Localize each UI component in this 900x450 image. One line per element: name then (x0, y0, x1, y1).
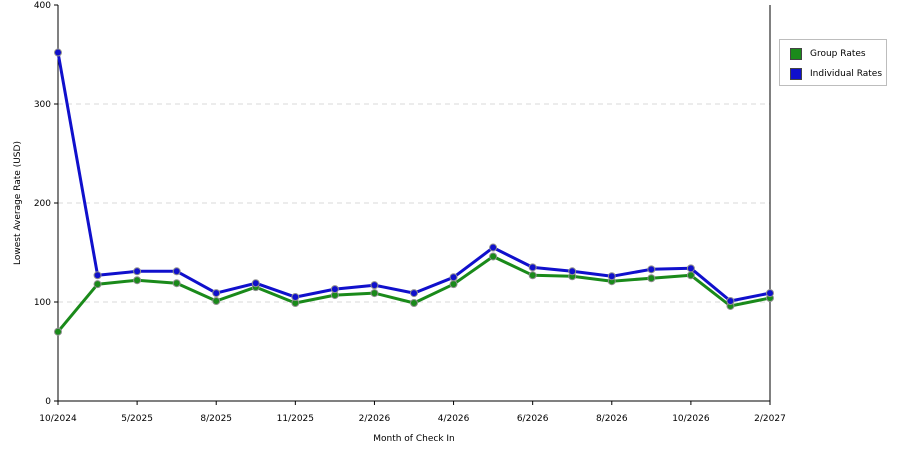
legend-item-individual-rates: Individual Rates (790, 68, 882, 80)
data-point-individual-rates (330, 285, 339, 294)
y-tick-label: 300 (34, 100, 51, 110)
legend-item-group-rates: Group Rates (790, 48, 866, 60)
data-point-individual-rates (766, 289, 774, 298)
x-axis-title: Month of Check In (373, 434, 455, 444)
data-point-group-rates (370, 289, 379, 298)
data-point-individual-rates (93, 271, 102, 280)
x-tick-label: 10/2024 (39, 414, 77, 424)
x-tick-label: 6/2026 (517, 414, 549, 424)
data-point-individual-rates (251, 279, 260, 288)
data-point-individual-rates (370, 281, 379, 290)
data-point-group-rates (410, 298, 418, 307)
y-tick-label: 400 (34, 1, 51, 11)
data-point-individual-rates (172, 267, 181, 276)
data-point-group-rates (172, 279, 181, 288)
legend-swatch-group-rates (790, 48, 802, 60)
legend: Group Rates Individual Rates (779, 39, 887, 86)
data-point-group-rates (93, 280, 102, 289)
legend-label-individual-rates: Individual Rates (810, 69, 883, 79)
x-tick-label: 8/2026 (596, 414, 628, 424)
x-tick-label: 4/2026 (438, 414, 470, 424)
data-point-group-rates (686, 271, 695, 280)
data-point-individual-rates (212, 289, 221, 298)
series-lines (54, 48, 774, 336)
data-point-individual-rates (133, 267, 142, 276)
legend-label-group-rates: Group Rates (810, 49, 866, 59)
x-tick-label: 5/2025 (121, 414, 153, 424)
data-point-individual-rates (686, 264, 695, 273)
data-point-individual-rates (647, 265, 656, 274)
x-tick-label: 11/2025 (277, 414, 314, 424)
data-point-individual-rates (607, 272, 616, 281)
data-point-group-rates (647, 274, 656, 283)
data-point-group-rates (54, 327, 62, 336)
y-axis-title: Lowest Average Rate (USD) (13, 141, 23, 265)
y-tick-label: 200 (34, 199, 51, 209)
x-axis-ticks: 10/2024 5/2025 8/2025 11/2025 2/2026 4/2026 6/… (39, 401, 786, 424)
data-point-individual-rates (449, 273, 458, 282)
data-point-individual-rates (568, 267, 577, 276)
y-tick-label: 100 (34, 298, 51, 308)
data-point-individual-rates (291, 293, 300, 302)
x-tick-label: 8/2025 (200, 414, 232, 424)
data-point-individual-rates (54, 48, 62, 57)
data-point-individual-rates (528, 263, 537, 272)
legend-swatch-individual-rates (790, 68, 802, 80)
data-point-group-rates (489, 252, 498, 261)
data-point-individual-rates (726, 297, 735, 306)
data-point-group-rates (133, 276, 142, 285)
x-tick-label: 2/2026 (359, 414, 391, 424)
series-line-individual-rates (56, 52, 771, 303)
y-axis-ticks: 0 100 200 300 400 (34, 1, 58, 407)
data-point-individual-rates (410, 289, 418, 298)
data-point-group-rates (528, 271, 537, 280)
data-point-individual-rates (489, 243, 498, 252)
x-tick-label: 10/2026 (672, 414, 710, 424)
data-point-group-rates (212, 297, 221, 306)
data-point-group-rates (449, 280, 458, 289)
y-tick-label: 0 (45, 397, 51, 407)
x-tick-label: 2/2027 (754, 414, 786, 424)
